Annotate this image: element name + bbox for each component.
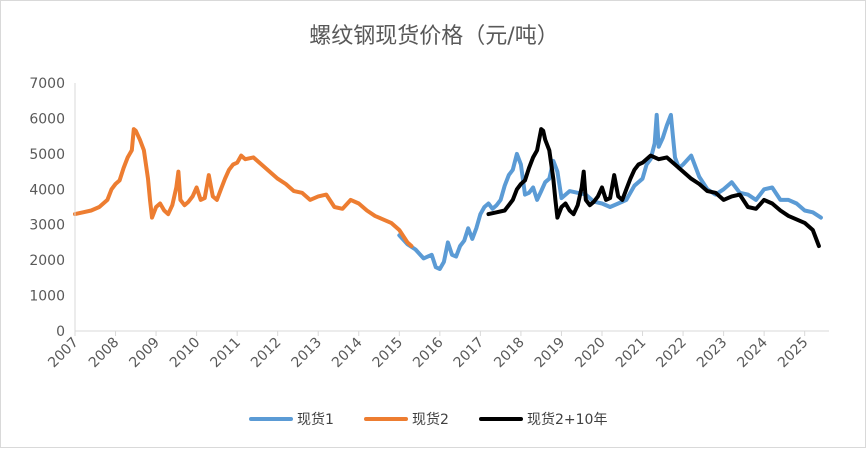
y-tick-label: 7000 xyxy=(29,76,65,92)
y-tick-label: 3000 xyxy=(29,218,65,234)
x-tick-label: 2010 xyxy=(167,335,204,372)
series-layer xyxy=(73,112,823,271)
x-tick-label: 2020 xyxy=(572,335,609,372)
series-line-3 xyxy=(486,127,821,248)
legend-label: 现货2+10年 xyxy=(527,411,607,428)
chart-title: 螺纹钢现货价格（元/吨） xyxy=(309,24,558,49)
x-tick-label: 2017 xyxy=(451,335,488,372)
legend-label: 现货2 xyxy=(412,411,449,428)
x-tick-label: 2013 xyxy=(289,335,326,372)
y-axis-ticks: 0 1000 2000 3000 4000 5000 6000 7000 xyxy=(29,76,65,340)
series-line-1 xyxy=(397,112,823,271)
y-tick-label: 4000 xyxy=(29,182,65,198)
x-tick-label: 2011 xyxy=(207,335,244,372)
x-tick-label: 2016 xyxy=(410,334,447,371)
x-axis-ticks: 2007 2008 2009 2010 2011 2012 2013 2014 2015 2016… xyxy=(45,331,812,372)
x-tick-label: 2023 xyxy=(694,335,731,372)
legend-label: 现货1 xyxy=(297,411,334,428)
x-tick-label: 2019 xyxy=(532,335,569,372)
legend: 现货1 现货2 现货2+10年 xyxy=(249,411,607,428)
y-tick-label: 6000 xyxy=(29,111,65,127)
y-tick-label: 1000 xyxy=(29,289,65,305)
x-tick-label: 2021 xyxy=(613,335,650,372)
x-tick-label: 2009 xyxy=(126,335,163,372)
x-tick-label: 2018 xyxy=(491,335,528,372)
x-tick-label: 2015 xyxy=(370,335,407,372)
x-tick-label: 2024 xyxy=(734,334,771,371)
x-tick-label: 2014 xyxy=(329,334,366,371)
y-tick-label: 5000 xyxy=(29,147,65,163)
x-tick-label: 2008 xyxy=(86,335,123,372)
y-tick-label: 2000 xyxy=(29,253,65,269)
series-line-2 xyxy=(73,127,414,248)
x-tick-label: 2025 xyxy=(775,335,812,372)
y-tick-label: 0 xyxy=(56,324,65,340)
x-tick-label: 2022 xyxy=(653,335,690,372)
x-tick-label: 2012 xyxy=(248,335,285,372)
